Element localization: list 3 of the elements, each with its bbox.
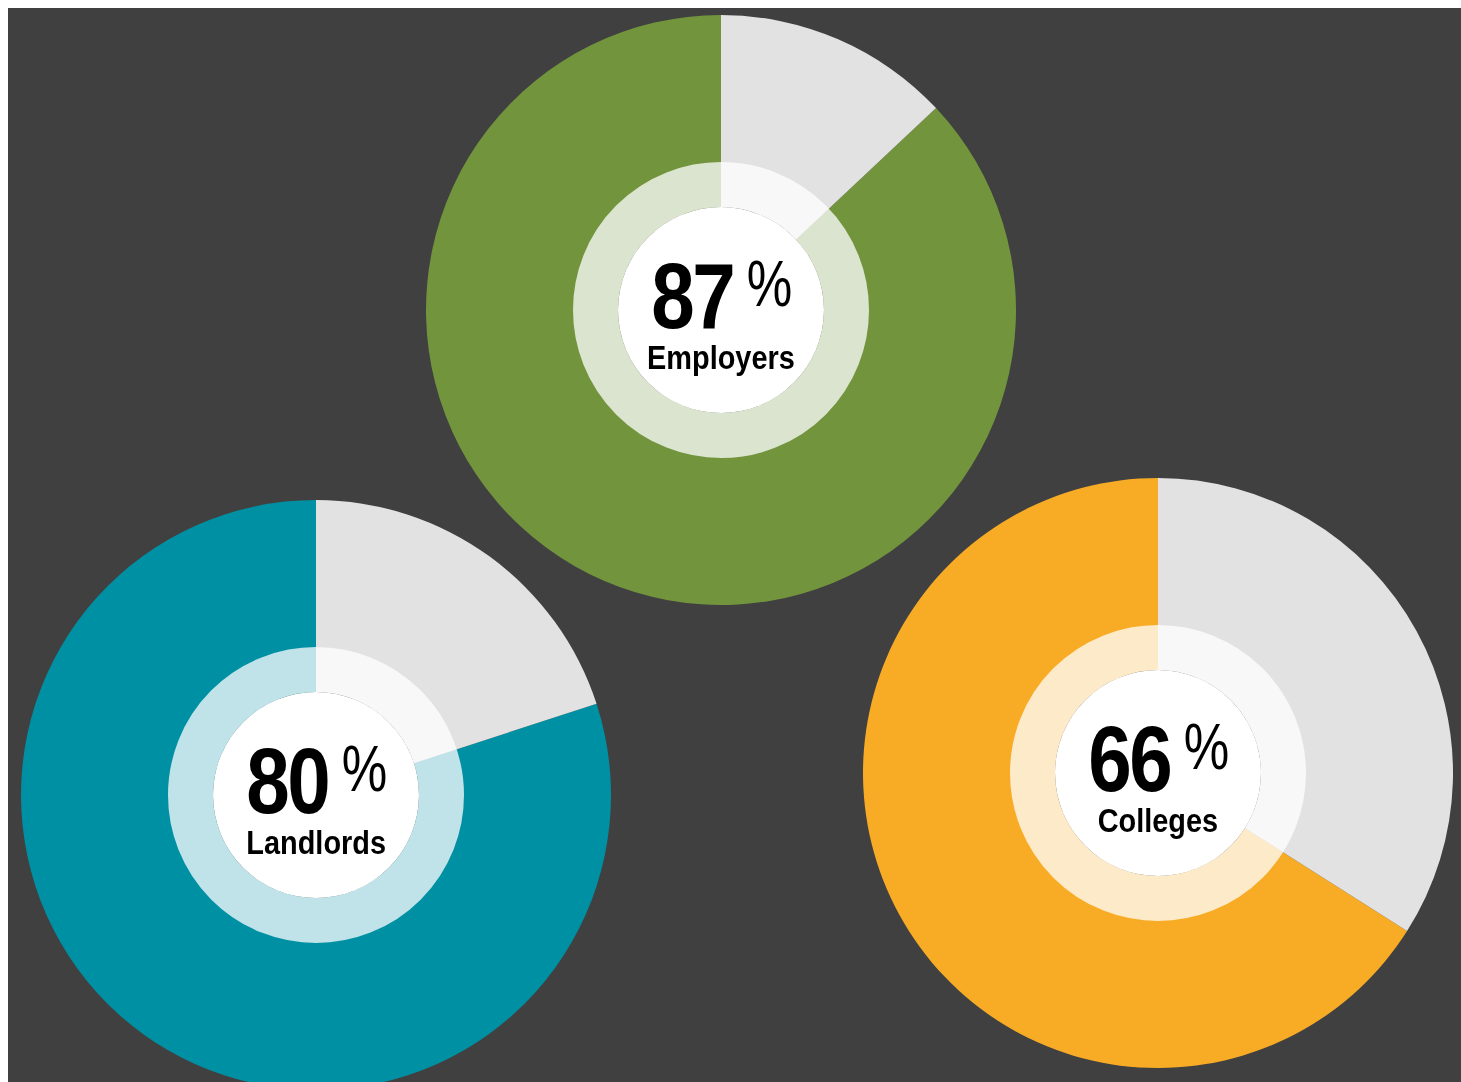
slice-label: Landlords [246,822,386,862]
slice-label: Employers [647,337,795,377]
slice-label: Colleges [1097,800,1219,840]
